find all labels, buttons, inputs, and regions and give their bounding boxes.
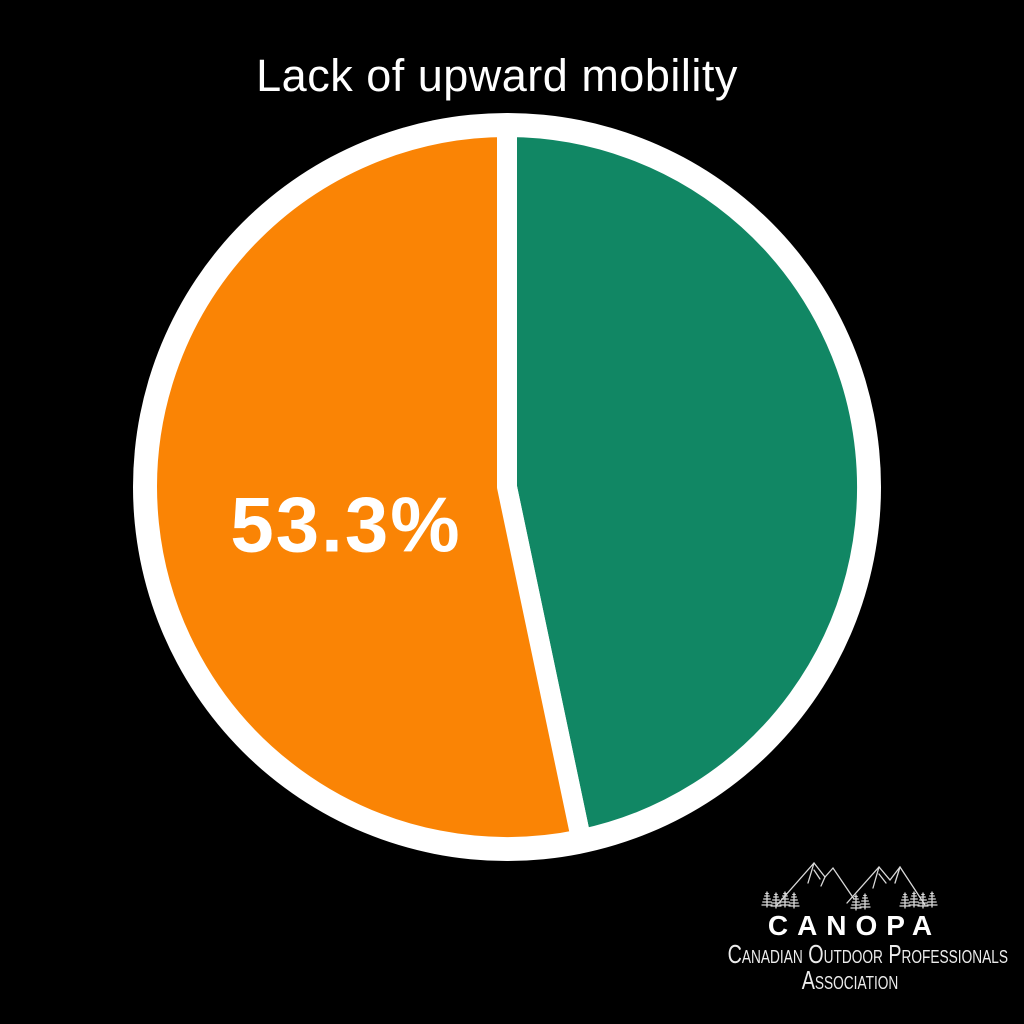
pie-slice-0 — [497, 117, 878, 850]
logo-wordmark: CANOPA — [767, 910, 942, 941]
pie-slice-label: 53.3% — [230, 480, 462, 569]
brand-logo: CANOPA Canadian Outdoor Professionals As… — [689, 850, 1011, 994]
logo-subtitle-line2: Association — [801, 965, 899, 995]
pie-slice-1-labeled — [137, 117, 592, 857]
logo-subtitle-line1: Canadian Outdoor Professionals — [727, 939, 1008, 969]
chart-title: Lack of upward mobility — [256, 50, 738, 101]
mountains-icon — [761, 861, 938, 911]
